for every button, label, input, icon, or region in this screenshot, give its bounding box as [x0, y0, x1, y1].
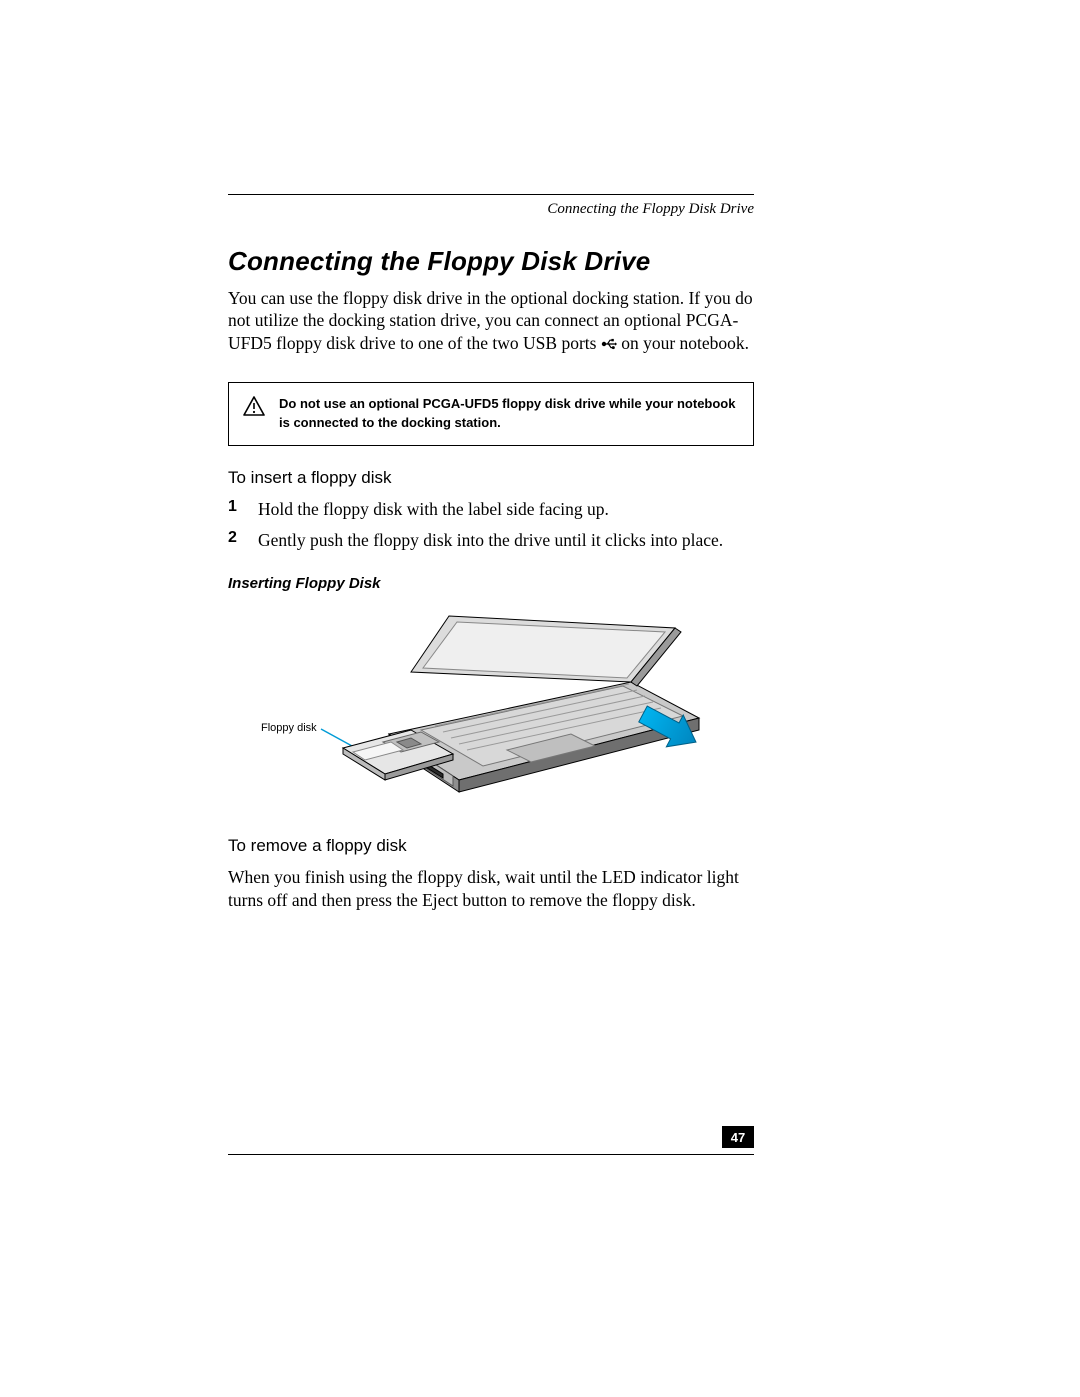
- figure-caption: Inserting Floppy Disk: [228, 575, 754, 592]
- intro-paragraph: You can use the floppy disk drive in the…: [228, 287, 754, 354]
- running-head: Connecting the Floppy Disk Drive: [228, 201, 754, 218]
- bottom-rule: [228, 1154, 754, 1155]
- warning-icon: [243, 396, 265, 421]
- step-number: 1: [228, 498, 242, 521]
- page-footer: 47: [228, 1126, 754, 1155]
- remove-paragraph: When you finish using the floppy disk, w…: [228, 866, 754, 912]
- intro-text-after: on your notebook.: [617, 333, 749, 353]
- step-text: Hold the floppy disk with the label side…: [258, 498, 609, 521]
- laptop-lid-illo: [411, 616, 681, 686]
- warning-box: Do not use an optional PCGA-UFD5 floppy …: [228, 382, 754, 446]
- remove-heading: To remove a floppy disk: [228, 836, 754, 856]
- step-row: 1 Hold the floppy disk with the label si…: [228, 498, 754, 521]
- figure-inserting-floppy: Floppy disk: [271, 602, 711, 812]
- top-rule: [228, 194, 754, 195]
- step-text: Gently push the floppy disk into the dri…: [258, 529, 723, 552]
- step-number: 2: [228, 529, 242, 552]
- figure-wrap: Floppy disk: [228, 602, 754, 812]
- insert-steps: 1 Hold the floppy disk with the label si…: [228, 498, 754, 552]
- page-title: Connecting the Floppy Disk Drive: [228, 246, 754, 277]
- page-content: Connecting the Floppy Disk Drive Connect…: [228, 194, 754, 912]
- page-number: 47: [722, 1126, 754, 1148]
- usb-icon: [601, 334, 617, 348]
- laptop-base-illo: [389, 682, 699, 792]
- step-row: 2 Gently push the floppy disk into the d…: [228, 529, 754, 552]
- insert-heading: To insert a floppy disk: [228, 468, 754, 488]
- warning-text: Do not use an optional PCGA-UFD5 floppy …: [279, 395, 739, 433]
- figure-callout-label: Floppy disk: [261, 722, 317, 734]
